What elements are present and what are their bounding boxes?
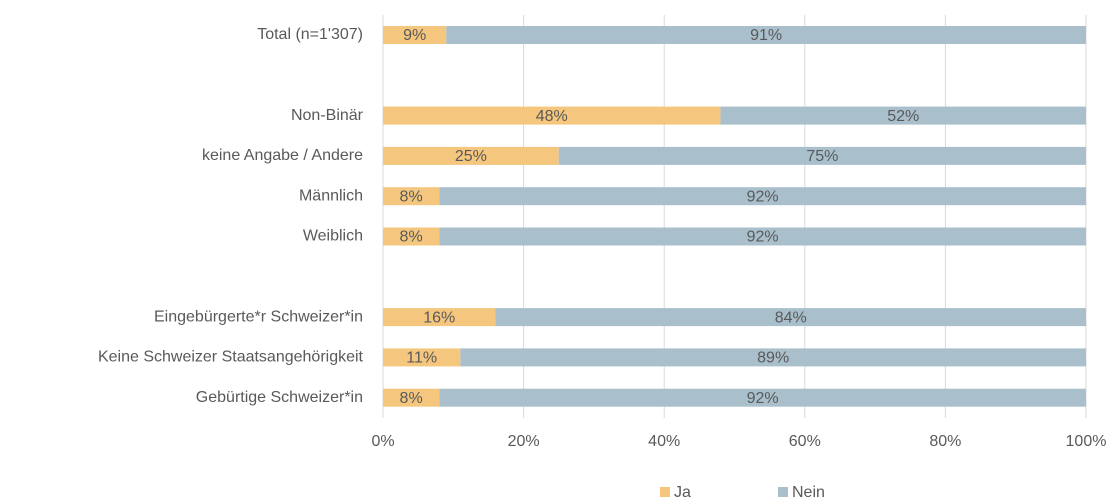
y-tick-label: Non-Binär bbox=[291, 107, 364, 124]
x-tick-label: 100% bbox=[1066, 433, 1107, 450]
data-label: 11% bbox=[406, 350, 437, 367]
data-label: 92% bbox=[747, 229, 779, 246]
legend-swatch bbox=[778, 487, 788, 497]
bar bbox=[383, 388, 440, 407]
bar bbox=[383, 308, 496, 327]
x-tick-label: 60% bbox=[789, 433, 821, 450]
bar bbox=[383, 146, 559, 165]
data-label: 84% bbox=[775, 309, 807, 326]
x-tick-label: 80% bbox=[929, 433, 961, 450]
data-label: 92% bbox=[747, 390, 779, 407]
y-tick-label: Eingebürgerte*r Schweizer*in bbox=[154, 308, 363, 325]
y-tick-label: Keine Schweizer Staatsangehörigkeit bbox=[98, 349, 364, 366]
legend-label: Ja bbox=[674, 484, 691, 501]
bar bbox=[720, 106, 1086, 125]
bar bbox=[383, 106, 721, 125]
bar bbox=[439, 187, 1086, 206]
data-label: 89% bbox=[757, 350, 789, 367]
y-tick-label: Männlich bbox=[299, 187, 363, 204]
data-label: 75% bbox=[806, 148, 838, 165]
data-label: 91% bbox=[750, 27, 782, 44]
data-label: 92% bbox=[747, 188, 779, 205]
x-tick-label: 0% bbox=[371, 433, 394, 450]
data-label: 8% bbox=[400, 188, 423, 205]
x-tick-label: 20% bbox=[508, 433, 540, 450]
bar bbox=[460, 348, 1087, 367]
bar bbox=[446, 26, 1086, 44]
bar bbox=[439, 388, 1086, 407]
data-label: 16% bbox=[423, 309, 455, 326]
bar bbox=[383, 187, 440, 206]
bar bbox=[439, 227, 1086, 246]
bar bbox=[558, 146, 1086, 165]
bar bbox=[383, 26, 447, 44]
y-tick-label: Gebürtige Schweizer*in bbox=[196, 389, 363, 406]
y-tick-label: keine Angabe / Andere bbox=[202, 147, 363, 164]
data-label: 25% bbox=[455, 148, 487, 165]
y-tick-label: Total (n=1'307) bbox=[257, 26, 363, 43]
y-tick-label: Weiblich bbox=[303, 228, 363, 245]
data-label: 52% bbox=[887, 108, 919, 125]
data-label: 9% bbox=[403, 27, 426, 44]
bar bbox=[495, 308, 1087, 327]
bar bbox=[383, 227, 440, 246]
data-label: 48% bbox=[536, 108, 568, 125]
bar bbox=[383, 348, 461, 367]
data-label: 8% bbox=[400, 390, 423, 407]
data-label: 8% bbox=[400, 229, 423, 246]
x-tick-label: 40% bbox=[648, 433, 680, 450]
legend-swatch bbox=[660, 487, 670, 497]
legend-label: Nein bbox=[792, 484, 825, 501]
